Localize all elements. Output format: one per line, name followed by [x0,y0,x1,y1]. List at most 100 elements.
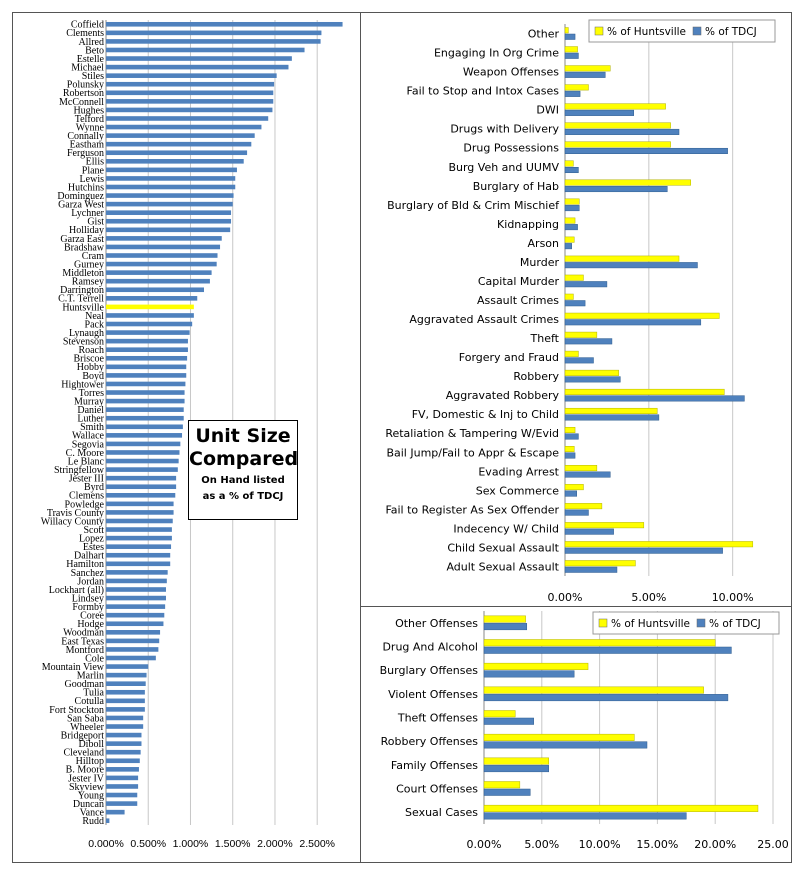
chart-title-box: Unit Size Compared On Hand listed as a %… [188,420,298,520]
bar [106,672,147,678]
bar [106,415,184,421]
bar [564,350,579,357]
category-label: Robbery Offenses [381,735,479,748]
bar [564,262,698,269]
category-label: Weapon Offenses [463,66,559,79]
bar [106,612,165,618]
bar [106,21,343,27]
bar [483,646,732,654]
bar [106,724,144,729]
bar [106,604,166,609]
title-line-1: Unit Size [195,425,291,447]
title-line-2: Compared [189,448,299,470]
bar [106,518,173,524]
bar [483,670,575,678]
x-tick-label: 1.000% [173,838,209,850]
bar [564,179,692,186]
bar [564,484,584,491]
bar [564,198,580,205]
bar [564,293,574,300]
bar [564,388,725,395]
bar [564,52,579,59]
bar [106,561,171,567]
category-label: Vance [80,808,105,819]
bar [106,227,231,233]
category-label: Roach [78,345,104,356]
category-label: Beto [85,45,104,56]
category-label: Huntsville [62,302,104,313]
category-label: Dalhart [74,551,104,562]
bar [483,686,704,694]
bar [106,450,180,455]
category-label: Duncan [73,799,104,810]
category-label: East Texas [61,636,104,647]
bar [106,689,145,695]
bar [106,630,161,635]
bar [564,503,603,510]
bar [564,147,728,154]
bar [106,510,174,515]
category-label: Wynne [76,122,105,133]
category-label: Estelle [77,54,105,65]
category-label: Jester III [69,474,104,485]
category-label: Michael [71,63,104,74]
bar [483,639,716,647]
bar [106,116,269,121]
category-label: Child Sexual Assault [447,541,559,554]
category-label: Diboll [78,739,104,750]
bar [483,781,521,789]
bar [106,347,188,353]
category-label: Sexual Cases [405,806,478,819]
bar [483,757,549,765]
bar [106,475,177,481]
category-label: C.T. Terrell [58,294,104,305]
offense-category-chart-panel: 0.00% 5.00% 10.00% 15.00% 20.00% 25.00 Other O… [360,606,792,863]
bar [106,244,221,250]
bar [106,150,248,156]
bar [483,804,759,812]
category-label: Le Blanc [68,456,105,467]
bar [483,662,589,670]
bar [106,167,237,173]
bar [106,621,164,627]
bar [106,647,159,652]
x-tick-label: 0.000% [88,838,124,850]
bar [106,758,140,764]
bar [564,541,754,548]
bar [106,236,222,241]
category-label: Hightower [61,379,104,390]
bar [483,615,526,623]
bar [106,664,149,669]
bar [564,426,576,433]
bar [106,73,277,78]
bar [106,261,217,267]
category-label: Gist [87,217,104,228]
category-label: Lynaugh [69,328,104,339]
category-label: Robertson [63,88,104,99]
bar [106,407,184,412]
category-label: Lindsey [72,593,104,604]
category-label: Sanchez [71,568,105,579]
bar [106,535,172,541]
category-label: Smith [80,422,104,433]
category-label: Fail to Stop and Intox Cases [407,85,560,98]
category-label: Theft Offenses [397,712,478,725]
legend-swatch [692,26,702,36]
bar [106,90,274,96]
bar [106,784,139,789]
bar [106,527,172,532]
bar [564,255,680,262]
bar [106,818,110,824]
category-label: Engaging In Org Crime [434,47,559,60]
bar [106,707,145,712]
bar [564,560,636,567]
bar [106,330,190,335]
bar [106,107,273,113]
category-label: Fort Stockton [49,705,104,716]
bar [564,369,619,376]
bar [483,623,528,631]
category-label: Stiles [82,71,104,82]
category-label: Eastham [70,140,105,151]
bar [564,414,660,421]
bar [564,319,702,326]
